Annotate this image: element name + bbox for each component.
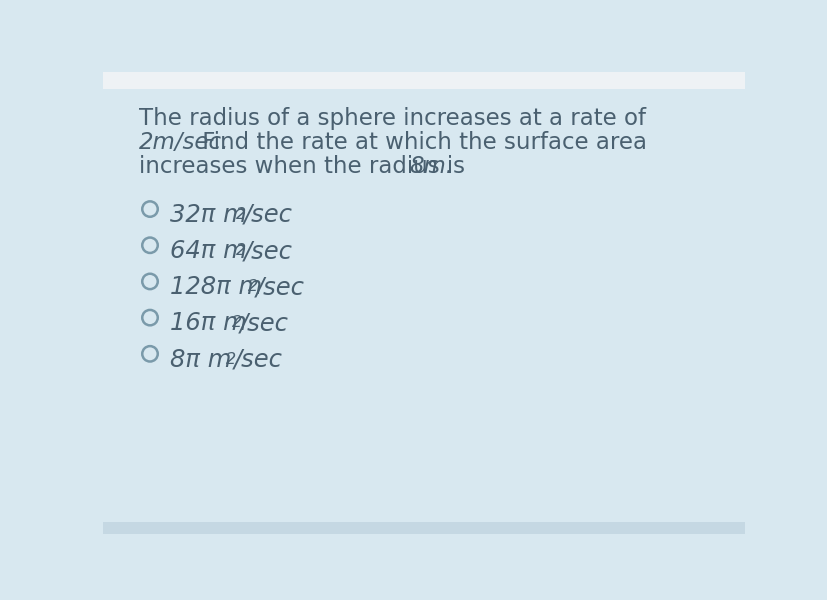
Text: /sec: /sec [243, 239, 293, 263]
Bar [103, 521, 744, 534]
Text: 128π m: 128π m [170, 275, 262, 299]
Text: /sec: /sec [255, 275, 304, 299]
Text: 2m/sec.: 2m/sec. [139, 131, 229, 154]
Text: 8π m: 8π m [170, 347, 232, 371]
Text: 16π m: 16π m [170, 311, 246, 335]
Text: 2: 2 [226, 352, 236, 367]
Text: 2: 2 [236, 243, 246, 258]
Text: 2: 2 [232, 316, 242, 331]
Text: /sec: /sec [240, 311, 289, 335]
Text: /sec: /sec [243, 203, 293, 227]
Text: 2: 2 [236, 207, 246, 222]
Text: 8m.: 8m. [409, 155, 452, 178]
Text: /sec: /sec [233, 347, 282, 371]
Text: 32π m: 32π m [170, 203, 246, 227]
Bar [103, 72, 744, 89]
Text: 2: 2 [247, 279, 257, 294]
Text: increases when the radius is: increases when the radius is [139, 155, 472, 178]
Text: The radius of a sphere increases at a rate of: The radius of a sphere increases at a ra… [139, 107, 645, 130]
Text: Find the rate at which the surface area: Find the rate at which the surface area [194, 131, 646, 154]
Text: 64π m: 64π m [170, 239, 246, 263]
